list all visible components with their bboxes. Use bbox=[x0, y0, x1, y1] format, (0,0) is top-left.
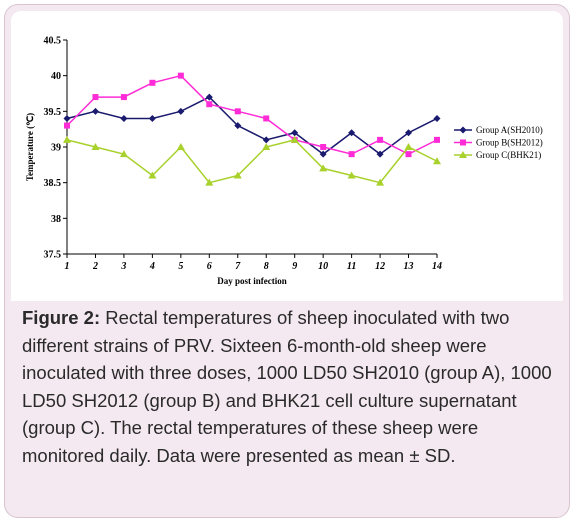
series-2-point bbox=[405, 151, 412, 158]
y-tick-label: 40 bbox=[51, 71, 61, 82]
legend-marker-3 bbox=[459, 151, 467, 158]
figure-frame bbox=[4, 4, 570, 518]
y-tick-label: 38.5 bbox=[44, 178, 62, 189]
series-1-point bbox=[91, 107, 99, 115]
x-tick-label: 4 bbox=[149, 261, 155, 272]
series-2-point bbox=[263, 115, 270, 122]
y-axis-title: Temperature (℃) bbox=[25, 113, 35, 181]
series-2-point bbox=[92, 94, 99, 101]
series-3-point bbox=[119, 150, 128, 158]
legend-label-2: Group B(SH2012) bbox=[476, 138, 543, 148]
series-1-point bbox=[205, 93, 213, 101]
series-3-point bbox=[176, 143, 185, 150]
series-1-point bbox=[63, 114, 71, 122]
series-line-1 bbox=[66, 96, 438, 156]
legend-marker-2 bbox=[460, 139, 466, 146]
legend-label-3: Group C(BHK21) bbox=[476, 150, 541, 160]
series-3-point bbox=[404, 143, 413, 150]
x-tick-label: 7 bbox=[235, 261, 241, 272]
series-1-point bbox=[348, 129, 356, 137]
series-1-point bbox=[120, 114, 128, 122]
series-1-point bbox=[376, 150, 384, 158]
series-1-point bbox=[234, 122, 242, 130]
x-tick-label: 10 bbox=[318, 261, 328, 272]
x-tick-label: 1 bbox=[65, 261, 70, 272]
series-3-point bbox=[205, 178, 214, 186]
series-2-point bbox=[377, 136, 384, 143]
y-tick-label: 39 bbox=[51, 143, 61, 154]
series-3-point bbox=[290, 135, 299, 143]
x-tick-label: 9 bbox=[292, 261, 297, 272]
series-3-point bbox=[376, 178, 385, 186]
series-3-point bbox=[433, 157, 441, 165]
legend-label-1: Group A(SH2010) bbox=[476, 125, 543, 135]
legend-marker-1 bbox=[459, 126, 467, 134]
series-2-point bbox=[206, 101, 213, 108]
series-1-point bbox=[433, 114, 441, 122]
series-2-point bbox=[177, 72, 184, 79]
series-2-point bbox=[320, 144, 327, 150]
caption-text: Rectal temperatures of sheep inoculated … bbox=[22, 307, 552, 466]
x-tick-label: 6 bbox=[207, 261, 212, 272]
series-3-point bbox=[262, 143, 271, 150]
series-3-point bbox=[91, 143, 100, 150]
series-2-point bbox=[434, 136, 440, 143]
x-tick-label: 2 bbox=[92, 261, 98, 272]
y-tick-label: 39.5 bbox=[44, 107, 62, 118]
x-tick-label: 8 bbox=[264, 261, 269, 272]
series-2-point bbox=[234, 108, 241, 115]
series-1-point bbox=[291, 129, 299, 137]
plot-panel bbox=[11, 11, 563, 301]
series-3-point bbox=[347, 171, 356, 179]
series-3-point bbox=[63, 135, 71, 143]
x-axis-title: Day post infection bbox=[217, 276, 287, 286]
series-1-point bbox=[148, 114, 156, 122]
x-tick-label: 5 bbox=[178, 261, 183, 272]
series-3-point bbox=[148, 171, 157, 179]
y-tick-label: 38 bbox=[51, 214, 61, 225]
series-1-point bbox=[262, 136, 270, 144]
y-tick-label: 40.5 bbox=[44, 36, 62, 47]
y-tick-label: 37.5 bbox=[44, 250, 62, 261]
x-tick-label: 11 bbox=[347, 261, 356, 272]
series-2-point bbox=[149, 79, 156, 86]
x-tick-label: 14 bbox=[432, 261, 442, 272]
x-tick-label: 3 bbox=[120, 261, 126, 272]
series-line-3 bbox=[66, 139, 438, 184]
series-1-point bbox=[405, 129, 413, 137]
series-2-point bbox=[348, 151, 355, 158]
figure-caption: Figure 2: Rectal temperatures of sheep i… bbox=[22, 304, 552, 469]
series-2-point bbox=[64, 122, 70, 129]
caption-label: Figure 2: bbox=[22, 307, 101, 328]
series-1-point bbox=[177, 107, 185, 115]
series-3-point bbox=[319, 164, 328, 172]
x-tick-label: 12 bbox=[375, 261, 385, 272]
series-3-point bbox=[233, 171, 242, 179]
series-1-point bbox=[319, 150, 327, 158]
series-line-2 bbox=[66, 74, 438, 155]
series-2-point bbox=[120, 94, 127, 101]
x-tick-label: 13 bbox=[404, 261, 414, 272]
